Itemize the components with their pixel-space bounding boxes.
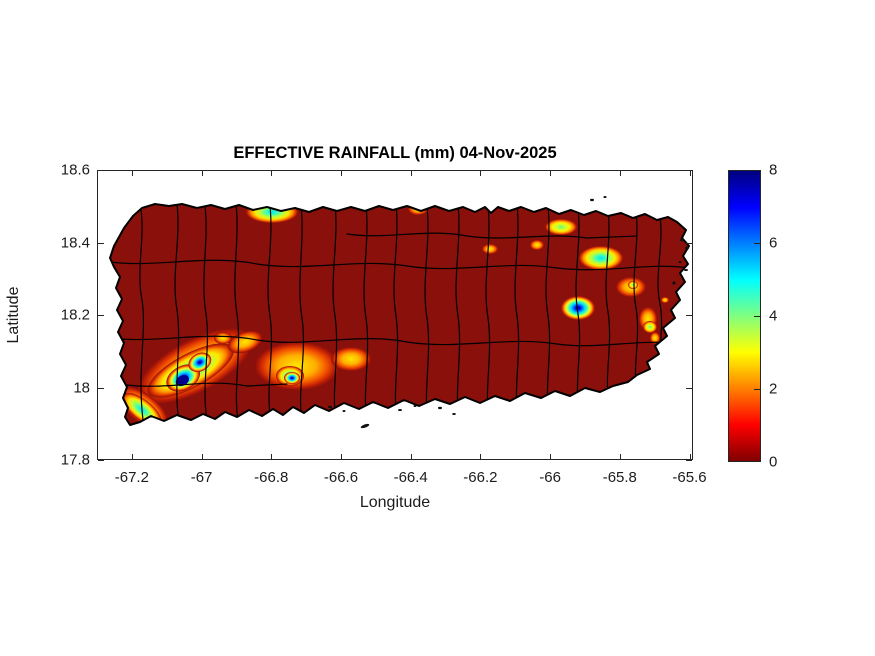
rainfall-blob [482, 244, 498, 254]
y-tick-mark [686, 170, 692, 171]
y-axis-label: Latitude [5, 286, 22, 344]
x-tick-label: -66.4 [393, 469, 428, 486]
x-tick-mark [480, 170, 482, 176]
y-tick-mark [686, 315, 692, 316]
x-tick-mark [550, 170, 552, 176]
rainfall-blob [175, 375, 190, 387]
x-tick-mark [410, 170, 412, 176]
x-tick-label: -65.6 [672, 469, 707, 486]
rainfall-blob [661, 297, 669, 303]
y-tick-mark [98, 170, 104, 171]
colorbar-tick-mark [754, 243, 760, 244]
x-tick-mark [619, 170, 621, 176]
rainfall-blob [643, 321, 657, 333]
rainfall-blob [246, 204, 298, 223]
x-tick-label: -65.8 [602, 469, 637, 486]
rainfall-blob [579, 246, 623, 270]
colorbar-tick-label: 6 [769, 234, 778, 252]
rainfall-blob [545, 219, 577, 235]
rainfall-blob [214, 332, 232, 344]
x-tick-mark [201, 170, 203, 176]
x-tick-label: -66.6 [323, 469, 359, 486]
rainfall-blob [227, 330, 263, 354]
rainfall-blob [561, 296, 595, 320]
y-tick-mark [98, 387, 104, 389]
municipal-boundaries [110, 204, 689, 423]
colorbar-tick-label: 0 [769, 453, 778, 471]
puerto-rico-map [109, 196, 690, 429]
rainfall-blob [284, 372, 300, 384]
x-tick-mark [480, 454, 482, 460]
y-tick-label: 18.6 [60, 161, 90, 179]
offshore-islets [328, 196, 689, 429]
colorbar-tick-mark [754, 389, 760, 390]
x-tick-mark [619, 454, 621, 460]
y-tick-label: 18.4 [60, 234, 90, 251]
y-tick-mark [686, 387, 692, 389]
x-tick-label: -66.8 [254, 469, 289, 486]
colorbar-tick-label: 2 [769, 380, 778, 398]
rainfall-blob [650, 332, 660, 344]
rainfall-blob [255, 342, 339, 390]
colorbar-tick-label: 4 [769, 307, 778, 325]
x-tick-mark [550, 454, 552, 460]
x-tick-mark [340, 170, 342, 176]
x-tick-mark [271, 454, 273, 460]
rainfall-hotspots [117, 204, 669, 425]
x-tick-label: -66 [539, 469, 561, 486]
x-tick-mark [131, 170, 133, 176]
y-tick-mark [686, 242, 692, 244]
rainfall-blob [530, 240, 544, 250]
colorbar-tick-mark [754, 316, 760, 317]
chart-title: EFFECTIVE RAINFALL (mm) 04-Nov-2025 [233, 144, 557, 162]
x-axis-label: Longitude [359, 494, 431, 511]
x-tick-mark [410, 454, 412, 460]
x-tick-mark [131, 454, 133, 460]
y-tick-mark [98, 242, 104, 244]
y-tick-mark [98, 460, 104, 461]
colorbar-tick-label: 8 [769, 161, 778, 179]
x-tick-mark [201, 454, 203, 460]
x-tick-mark [271, 170, 273, 176]
y-tick-label: 18.2 [60, 306, 90, 324]
y-tick-mark [98, 315, 104, 316]
x-tick-mark [689, 170, 691, 176]
x-tick-mark [340, 454, 342, 460]
y-tick-mark [686, 460, 692, 461]
x-tick-label: -67 [190, 469, 213, 486]
y-tick-label: 18 [73, 379, 90, 396]
x-tick-mark [689, 454, 691, 460]
rainfall-blob [628, 281, 638, 289]
rainfall-blob [331, 347, 371, 371]
x-tick-label: -66.2 [463, 469, 498, 486]
x-tick-label: -67.2 [114, 469, 149, 486]
y-tick-label: 17.8 [60, 451, 90, 469]
